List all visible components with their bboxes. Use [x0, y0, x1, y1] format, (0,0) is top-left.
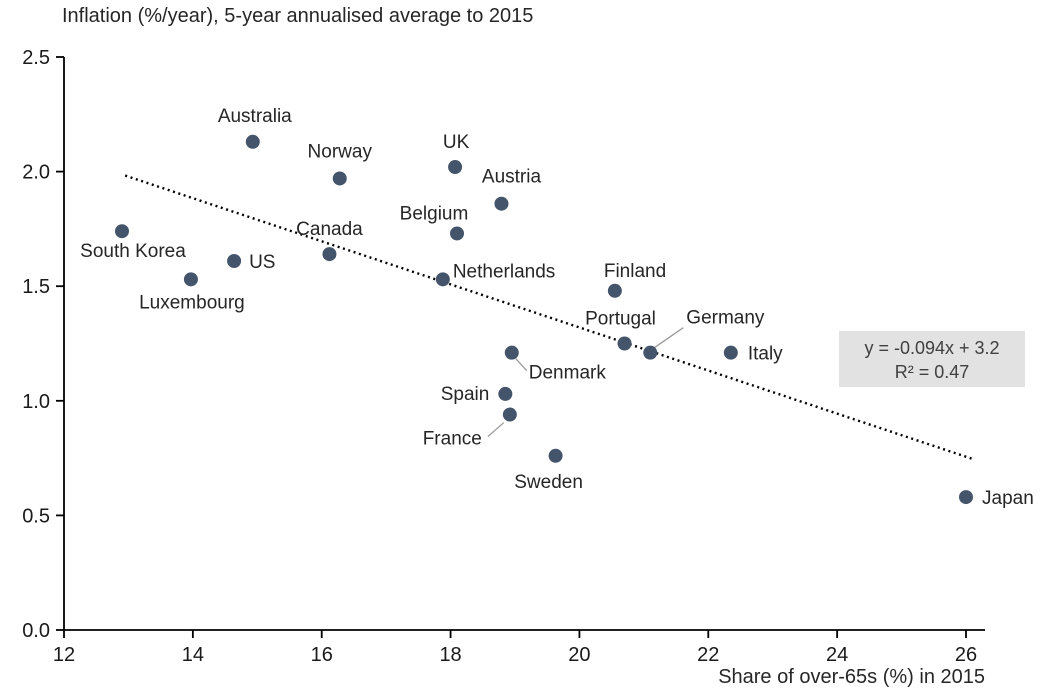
- point-label: Portugal: [585, 309, 656, 330]
- point-label: Luxembourg: [139, 292, 245, 313]
- point-label: France: [423, 429, 482, 450]
- x-tick-label: 16: [311, 644, 333, 666]
- data-point-japan: [959, 490, 973, 505]
- data-point-germany: [643, 345, 658, 360]
- data-point-belgium: [450, 226, 465, 241]
- point-label: Norway: [308, 141, 373, 162]
- r-squared-text: R² = 0.47: [895, 362, 970, 382]
- x-tick-label: 24: [826, 644, 848, 666]
- point-label: Sweden: [514, 472, 583, 493]
- data-point-portugal: [617, 336, 632, 351]
- data-point-finland: [607, 283, 622, 298]
- leader-line: [653, 327, 684, 349]
- chart-title: Inflation (%/year), 5-year annualised av…: [62, 5, 534, 27]
- point-label: Denmark: [529, 363, 607, 384]
- equation-text: y = -0.094x + 3.2: [864, 338, 999, 358]
- leader-line: [487, 422, 505, 438]
- point-label: Netherlands: [453, 261, 555, 282]
- data-point-sweden: [548, 448, 563, 463]
- point-label: Austria: [482, 167, 542, 188]
- data-point-france: [502, 407, 517, 422]
- data-point-denmark: [504, 345, 519, 360]
- point-label: UK: [443, 132, 470, 153]
- leader-line: [515, 358, 528, 372]
- data-point-canada: [322, 247, 337, 262]
- data-point-uk: [448, 160, 463, 175]
- x-tick-label: 12: [53, 644, 75, 666]
- x-tick-label: 20: [568, 644, 590, 666]
- trendline: [124, 174, 973, 461]
- data-point-spain: [498, 386, 513, 401]
- y-tick-label: 0.0: [22, 620, 50, 642]
- equation-box: [839, 331, 1025, 387]
- data-point-norway: [332, 171, 347, 186]
- data-point-australia: [245, 134, 260, 149]
- data-point-italy: [723, 345, 738, 360]
- point-label: Australia: [218, 106, 292, 127]
- data-point-netherlands: [435, 272, 450, 287]
- point-label: Finland: [604, 261, 666, 282]
- x-tick-label: 26: [955, 644, 977, 666]
- x-tick-label: 18: [439, 644, 461, 666]
- point-label: Belgium: [400, 203, 469, 224]
- y-tick-label: 1.5: [22, 276, 50, 298]
- point-label: Japan: [982, 488, 1034, 509]
- x-tick-label: 14: [182, 644, 204, 666]
- data-point-south-korea: [114, 224, 129, 239]
- x-axis-title: Share of over-65s (%) in 2015: [718, 666, 985, 688]
- x-tick-label: 22: [697, 644, 719, 666]
- point-label: South Korea: [80, 241, 186, 262]
- y-tick-label: 0.5: [22, 505, 50, 527]
- point-label: Italy: [748, 344, 783, 365]
- y-tick-label: 2.0: [22, 162, 50, 184]
- y-tick-label: 1.0: [22, 391, 50, 413]
- y-tick-label: 2.5: [22, 47, 50, 69]
- point-label: Spain: [441, 384, 490, 405]
- point-label: US: [249, 252, 275, 273]
- point-label: Germany: [686, 308, 765, 329]
- point-label: Canada: [296, 219, 363, 240]
- data-point-us: [227, 253, 242, 268]
- data-point-luxembourg: [183, 272, 198, 287]
- data-point-austria: [494, 196, 509, 211]
